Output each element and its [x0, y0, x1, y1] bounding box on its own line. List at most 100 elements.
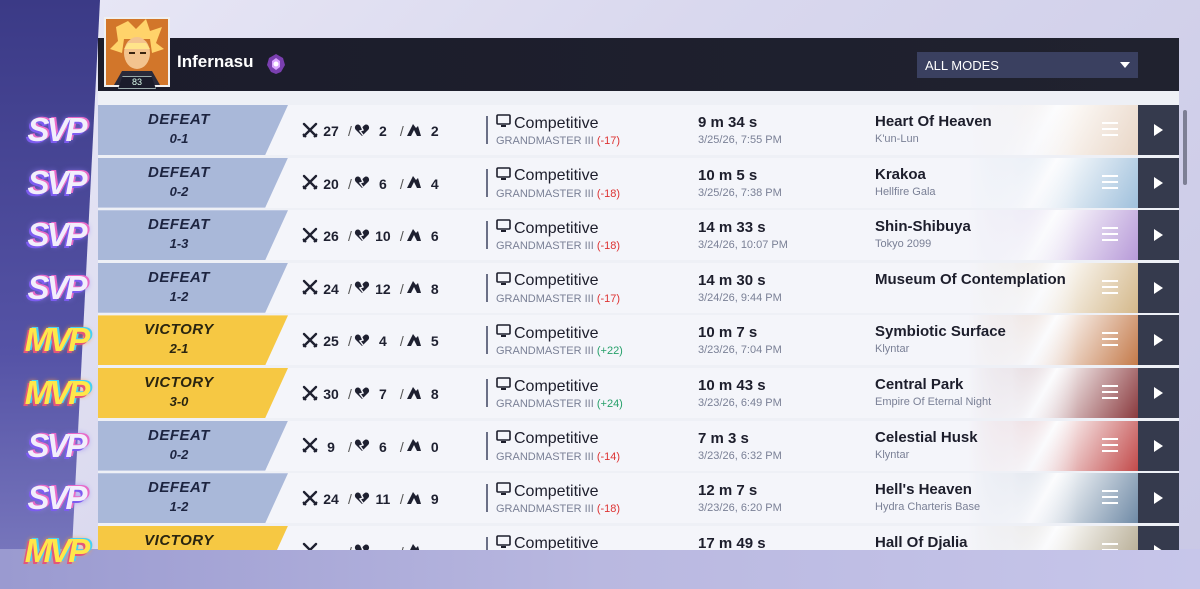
- round-score: 1-2: [169, 499, 189, 515]
- map-thumbnail-fade: [968, 210, 1078, 261]
- menu-icon[interactable]: [1102, 122, 1118, 136]
- kills-icon: [302, 542, 318, 550]
- menu-icon[interactable]: [1102, 174, 1118, 189]
- match-row[interactable]: DEFEAT 0-2 20 / 6 / 4 Competitive GRANDM…: [98, 157, 1179, 208]
- menu-icon[interactable]: [1102, 279, 1118, 294]
- rank-delta: (+24): [596, 398, 623, 410]
- result-label: DEFEAT: [148, 268, 210, 286]
- column-divider: [486, 273, 488, 302]
- kills-value: 24: [323, 280, 339, 297]
- performance-badge: SVP: [27, 268, 87, 306]
- replay-play-button[interactable]: [1138, 315, 1179, 366]
- assists-icon: [406, 332, 422, 351]
- map-region: Empire Of Eternal Night: [875, 396, 992, 408]
- kills-value: 30: [323, 386, 339, 402]
- stat-separator: /: [399, 280, 404, 297]
- replay-play-button[interactable]: [1138, 262, 1179, 313]
- match-mode: Competitive GRANDMASTER III (-17): [496, 271, 620, 305]
- menu-icon[interactable]: [1102, 490, 1118, 505]
- assists-value: 0: [430, 438, 439, 455]
- menu-icon[interactable]: [1102, 227, 1118, 242]
- player-level-tag: 83: [118, 76, 156, 89]
- kills-icon: [302, 490, 318, 509]
- stat-separator: /: [399, 386, 404, 402]
- replay-play-button[interactable]: [1138, 210, 1179, 261]
- deaths-icon: [354, 437, 370, 456]
- match-row[interactable]: DEFEAT 0-2 9 / 6 / 0 Competitive GRANDMA…: [98, 420, 1179, 471]
- map-region: Tokyo 2099: [875, 238, 932, 251]
- match-time: 10 m 7 s 3/23/26, 7:04 PM: [698, 324, 782, 356]
- mode-name: Competitive: [514, 377, 599, 395]
- match-row[interactable]: DEFEAT 1-2 24 / 11 / 9 Competitive GRAND…: [98, 473, 1179, 524]
- match-row[interactable]: VICTORY / / Competitive 17 m 49 s Hall O…: [98, 525, 1179, 550]
- match-date: 3/23/26, 6:32 PM: [698, 449, 782, 462]
- mode-filter-dropdown[interactable]: ALL MODES: [917, 52, 1138, 78]
- column-divider: [486, 116, 488, 144]
- performance-badge: MVP: [24, 531, 91, 569]
- map-region: Hellfire Gala: [875, 185, 936, 198]
- rank-emblem-icon: [267, 54, 285, 74]
- match-time: 17 m 49 s: [698, 535, 766, 550]
- round-score: 3-0: [169, 394, 189, 409]
- deaths-icon: [354, 279, 370, 298]
- match-row[interactable]: DEFEAT 1-2 24 / 12 / 8 Competitive GRAND…: [98, 262, 1179, 313]
- column-divider: [486, 168, 488, 197]
- match-row[interactable]: VICTORY 2-1 25 / 4 / 5 Competitive GRAND…: [98, 315, 1179, 366]
- match-time: 12 m 7 s 3/23/26, 6:20 PM: [698, 482, 782, 514]
- match-date: 3/23/26, 6:20 PM: [698, 502, 782, 515]
- match-duration: 14 m 30 s: [698, 271, 766, 289]
- map-thumbnail-fade: [968, 262, 1078, 313]
- mode-filter-value: ALL MODES: [925, 57, 999, 73]
- map-name: Central Park: [875, 376, 964, 393]
- monitor-icon: [496, 166, 511, 186]
- replay-play-button[interactable]: [1138, 105, 1179, 155]
- match-time: 7 m 3 s 3/23/26, 6:32 PM: [698, 430, 782, 462]
- replay-play-button[interactable]: [1138, 525, 1179, 550]
- menu-icon[interactable]: [1102, 437, 1118, 452]
- menu-icon[interactable]: [1102, 385, 1118, 399]
- column-divider: [486, 431, 488, 460]
- rank-name: GRANDMASTER III: [496, 240, 594, 253]
- assists-icon: [406, 437, 422, 456]
- monitor-icon: [496, 482, 511, 501]
- menu-icon[interactable]: [1102, 332, 1118, 347]
- map-thumbnail-fade: [968, 105, 1078, 155]
- kills-icon: [302, 332, 318, 351]
- match-duration: 7 m 3 s: [698, 429, 749, 447]
- mode-name: Competitive: [514, 535, 599, 550]
- kda-stats: 20 / 6 / 4: [302, 174, 448, 193]
- match-row[interactable]: DEFEAT 0-1 27 / 2 / 2 Competitive GRANDM…: [98, 105, 1179, 155]
- play-icon: [1154, 544, 1163, 550]
- menu-icon[interactable]: [1102, 542, 1118, 550]
- scrollbar-thumb[interactable]: [1183, 110, 1187, 185]
- kda-stats: 26 / 10 / 6: [302, 227, 448, 245]
- rank-name: GRANDMASTER III: [496, 135, 594, 147]
- kills-value: 24: [323, 491, 339, 508]
- rank-delta: (+22): [596, 345, 623, 358]
- result-label: DEFEAT: [148, 426, 210, 444]
- match-duration: 10 m 43 s: [698, 377, 766, 394]
- map-name: Museum Of Contemplation: [875, 270, 1066, 288]
- kills-icon: [302, 227, 318, 246]
- map-thumbnail-fade: [968, 157, 1078, 208]
- column-divider: [486, 221, 488, 250]
- result-label: VICTORY: [144, 531, 214, 549]
- match-time: 14 m 33 s 3/24/26, 10:07 PM: [698, 219, 788, 251]
- result-label: VICTORY: [144, 321, 214, 339]
- rank-delta: (-17): [596, 135, 621, 147]
- player-avatar[interactable]: [104, 17, 170, 87]
- match-result: DEFEAT 1-3: [98, 210, 288, 261]
- play-icon: [1154, 334, 1163, 347]
- replay-play-button[interactable]: [1138, 157, 1179, 208]
- assists-value: 8: [430, 280, 439, 297]
- kills-icon: [302, 279, 318, 298]
- replay-play-button[interactable]: [1138, 368, 1179, 418]
- rank-name: GRANDMASTER III: [496, 187, 594, 200]
- stat-separator: /: [399, 228, 404, 245]
- match-date: 3/25/26, 7:55 PM: [698, 134, 782, 146]
- replay-play-button[interactable]: [1138, 420, 1179, 471]
- match-row[interactable]: DEFEAT 1-3 26 / 10 / 6 Competitive GRAND…: [98, 210, 1179, 261]
- replay-play-button[interactable]: [1138, 473, 1179, 524]
- rank-name: GRANDMASTER III: [496, 292, 594, 305]
- match-row[interactable]: VICTORY 3-0 30 / 7 / 8 Competitive GRAND…: [98, 368, 1179, 418]
